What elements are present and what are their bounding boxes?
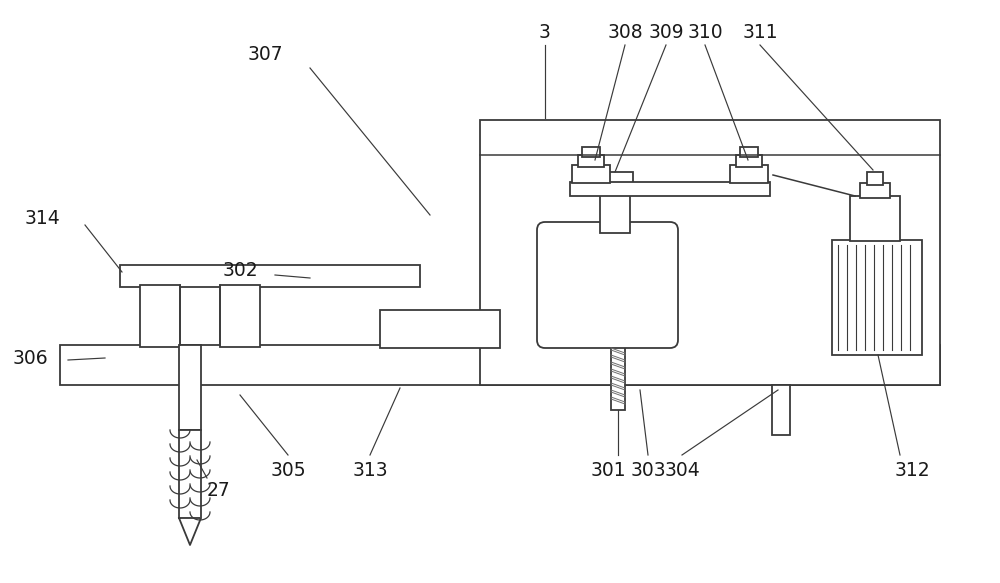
Bar [740, 147, 758, 157]
Text: 302: 302 [222, 261, 258, 279]
Bar [832, 240, 922, 355]
Text: 3: 3 [539, 23, 551, 41]
Text: 307: 307 [247, 45, 283, 65]
Bar [480, 120, 940, 385]
Bar [179, 430, 201, 518]
Text: 304: 304 [664, 461, 700, 479]
Text: 303: 303 [630, 461, 666, 479]
Bar [597, 172, 633, 184]
Bar [220, 285, 260, 347]
Bar [860, 183, 890, 198]
Bar [611, 345, 625, 410]
Bar [570, 182, 770, 196]
Bar [582, 147, 600, 157]
Text: 309: 309 [648, 23, 684, 41]
Bar [179, 345, 201, 430]
Text: 308: 308 [607, 23, 643, 41]
Text: 301: 301 [590, 461, 626, 479]
Text: 314: 314 [24, 209, 60, 227]
Bar [730, 165, 768, 183]
Bar [120, 265, 420, 287]
Bar [850, 196, 900, 241]
Bar [380, 310, 500, 348]
Text: 27: 27 [206, 480, 230, 500]
Bar [867, 172, 883, 185]
Text: 306: 306 [12, 349, 48, 367]
Bar [572, 165, 610, 183]
Polygon shape [179, 518, 201, 545]
Bar [772, 385, 790, 435]
Text: 312: 312 [894, 461, 930, 479]
Bar [140, 285, 180, 347]
Text: 313: 313 [352, 461, 388, 479]
Text: 305: 305 [270, 461, 306, 479]
Bar [600, 175, 630, 233]
Bar [60, 345, 940, 385]
Bar [736, 155, 762, 167]
Bar [578, 155, 604, 167]
Text: 310: 310 [687, 23, 723, 41]
FancyBboxPatch shape [537, 222, 678, 348]
Text: 311: 311 [742, 23, 778, 41]
